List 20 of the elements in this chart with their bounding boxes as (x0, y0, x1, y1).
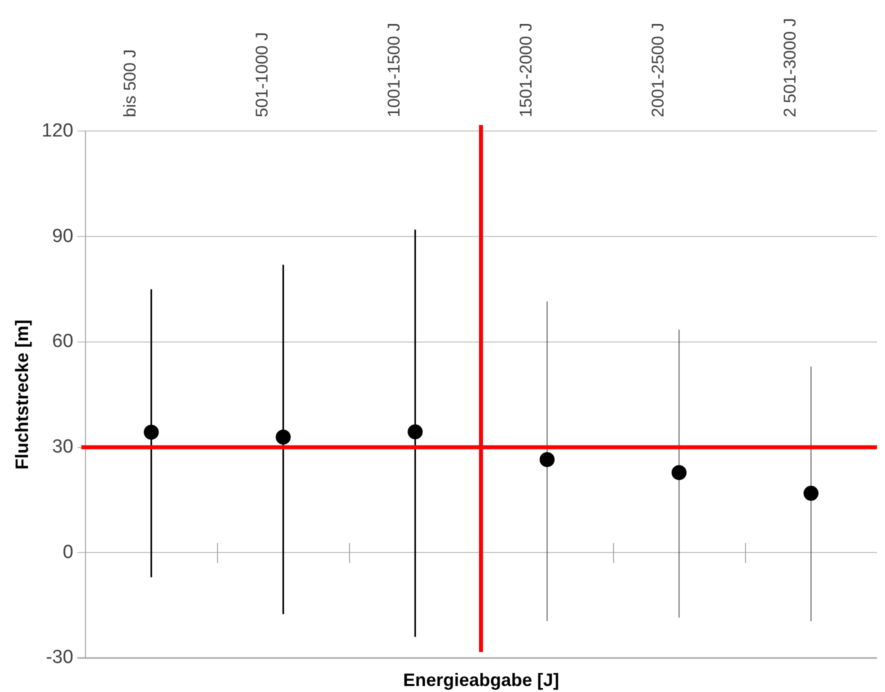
point (408, 424, 423, 440)
x-tick-label: 1501-2000 J (516, 22, 536, 118)
point (672, 465, 687, 480)
y-tick-label: 120 (42, 120, 74, 142)
y-tick-label: 90 (52, 226, 74, 247)
point (276, 430, 291, 445)
x-tick-label: 2 501-3000 J (780, 18, 800, 118)
y-tick-label: 30 (52, 436, 74, 458)
x-axis-title: Energieabgabe [J] (403, 670, 560, 690)
point (540, 452, 555, 468)
y-tick-label: -30 (46, 647, 74, 668)
point (804, 486, 819, 501)
point (144, 424, 159, 440)
y-axis-title: Fluchtstrecke [m] (12, 320, 32, 470)
y-tick-label: 0 (62, 542, 74, 563)
x-tick-label: 501-1000 J (252, 32, 272, 118)
x-tick-label: 2001-2500 J (648, 22, 668, 118)
x-tick-label: bis 500 J (120, 49, 140, 118)
y-tick-label: 60 (52, 331, 74, 352)
x-tick-label: 1001-1500 J (384, 22, 404, 118)
